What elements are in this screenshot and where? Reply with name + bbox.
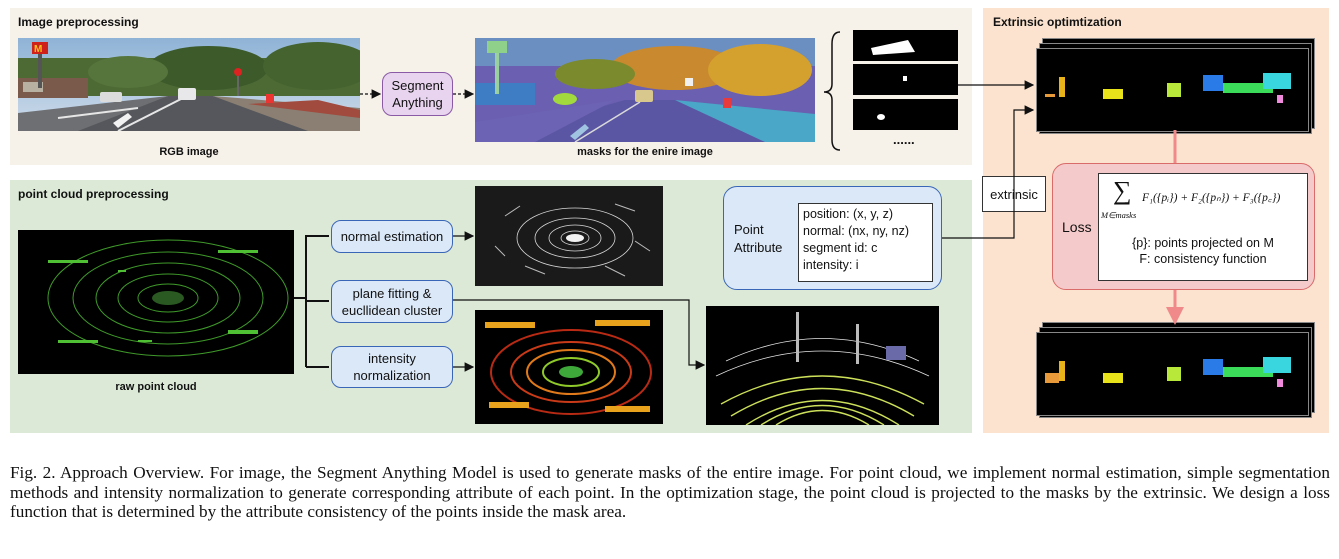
- mask-2: [853, 64, 958, 95]
- point-attribute-line2: Attribute: [734, 240, 783, 255]
- attribute-intensity: intensity: i: [803, 258, 859, 272]
- loss-line1: {p}: points projected on M: [1132, 236, 1274, 250]
- normal-estimation-image: [475, 186, 663, 286]
- intensity-line2: normalization: [353, 368, 431, 383]
- segmentation-image: [706, 306, 939, 425]
- raw-point-cloud-image: [18, 230, 294, 374]
- mask-3: [853, 99, 958, 130]
- point-attribute-box: Point Attribute position: (x, y, z) norm…: [723, 186, 942, 290]
- loss-box: Loss ∑ M∈masks F₁({pᵢ}) + F₂({pₙ}) + F₃(…: [1052, 163, 1315, 290]
- loss-line2: F: consistency function: [1139, 252, 1267, 266]
- svg-text:M: M: [34, 44, 42, 55]
- segment-anything-line1: Segment: [391, 78, 444, 93]
- attribute-list: position: (x, y, z) normal: (nx, ny, nz)…: [798, 203, 933, 282]
- plane-fitting-box: plane fitting & eucllidean cluster: [331, 280, 453, 323]
- plane-fitting-line1: plane fitting &: [352, 285, 432, 301]
- mask-ellipsis: ......: [893, 132, 915, 147]
- loss-formula: F₁({pᵢ}) + F₂({pₙ}) + F₃({p꜀}): [1142, 192, 1281, 204]
- rgb-image-label: RGB image: [159, 146, 219, 158]
- normal-estimation-box: normal estimation: [331, 220, 453, 253]
- attribute-position: position: (x, y, z): [803, 207, 894, 221]
- image-preprocessing-title: Image preprocessing: [18, 15, 139, 29]
- mask-image: [475, 38, 815, 142]
- attribute-segment-id: segment id: c: [803, 241, 878, 255]
- intensity-normalization-box: intensity normalization: [331, 346, 453, 388]
- loss-label: Loss: [1062, 219, 1092, 235]
- extrinsic-label: extrinsic: [990, 186, 1038, 202]
- sum-subscript: M∈masks: [1101, 210, 1137, 220]
- rgb-image: M: [18, 38, 360, 131]
- projection-image-bottom: [1036, 332, 1309, 416]
- point-attribute-line1: Point: [734, 222, 764, 237]
- mask-1: [853, 30, 958, 61]
- projection-image-top: [1036, 48, 1309, 132]
- normal-estimation-label: normal estimation: [340, 229, 444, 244]
- loss-formula-box: ∑ M∈masks F₁({pᵢ}) + F₂({pₙ}) + F₃({p꜀})…: [1098, 173, 1308, 281]
- attribute-normal: normal: (nx, ny, nz): [803, 224, 910, 238]
- raw-point-cloud-label: raw point cloud: [115, 381, 197, 393]
- figure-caption: Fig. 2. Approach Overview. For image, th…: [10, 463, 1330, 521]
- plane-fitting-line2: eucllidean cluster: [341, 302, 443, 318]
- extrinsic-box: extrinsic: [982, 176, 1046, 212]
- masks-label: masks for the enire image: [577, 146, 713, 158]
- intensity-line1: intensity: [368, 351, 416, 366]
- segment-anything-line2: Anything: [392, 95, 443, 110]
- segment-anything-box: Segment Anything: [382, 72, 453, 116]
- sum-symbol: ∑: [1113, 176, 1132, 205]
- point-cloud-title: point cloud preprocessing: [18, 187, 169, 201]
- optimization-title: Extrinsic optimtization: [993, 15, 1122, 29]
- intensity-image: [475, 310, 663, 424]
